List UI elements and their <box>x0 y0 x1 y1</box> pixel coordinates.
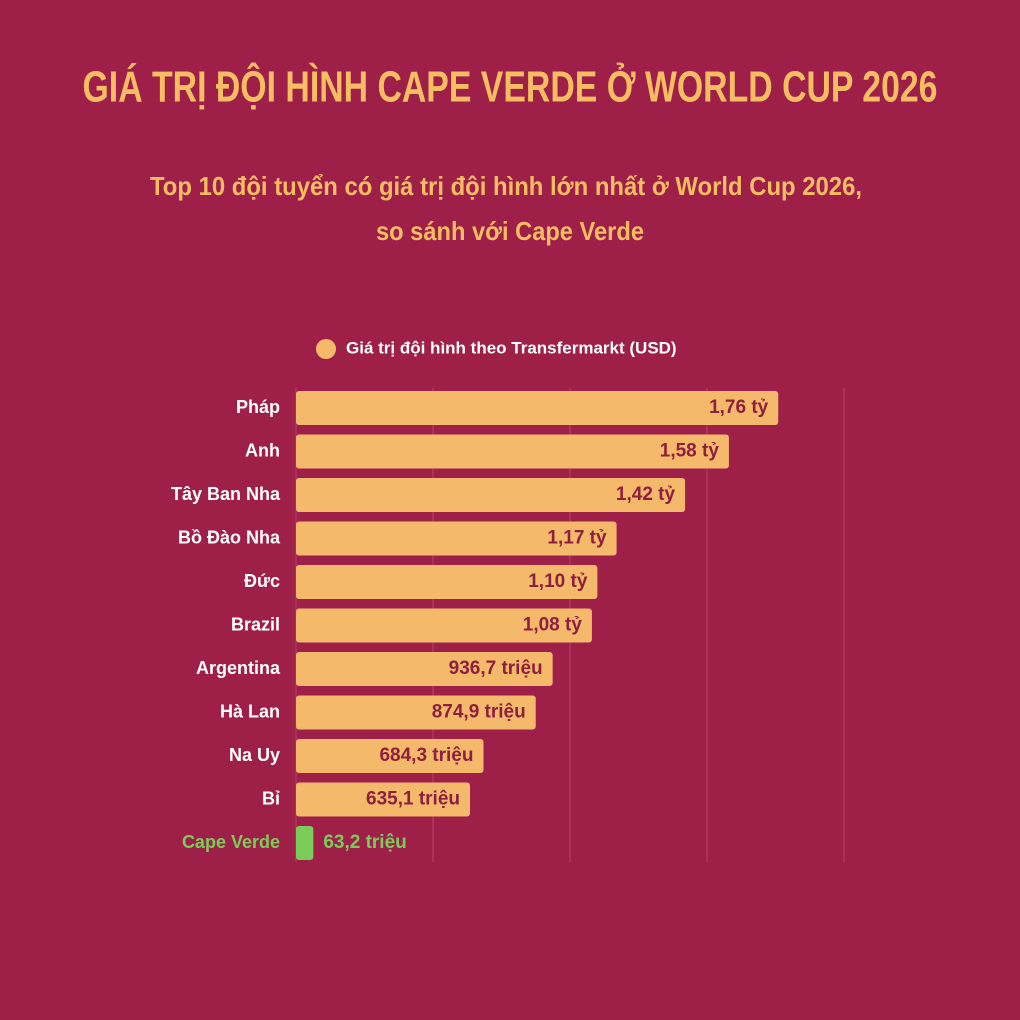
bar <box>296 391 779 425</box>
bar <box>296 608 592 643</box>
y-tick-label: Hà Lan <box>220 701 280 721</box>
value-label: 63,2 triệu <box>323 832 406 853</box>
value-label: 1,42 tỷ <box>616 484 676 505</box>
y-tick-label: Bỉ <box>262 788 280 808</box>
y-tick-label: Đức <box>244 571 280 591</box>
y-tick-label: Cape Verde <box>182 832 280 852</box>
bar <box>296 565 598 599</box>
bar <box>296 434 729 469</box>
value-label: 1,76 tỷ <box>709 397 769 418</box>
y-tick-label: Brazil <box>231 614 280 634</box>
y-tick-label: Na Uy <box>229 745 280 765</box>
chart-title: GIÁ TRỊ ĐỘI HÌNH CAPE VERDE Ở WORLD CUP … <box>83 61 938 112</box>
value-label: 1,58 tỷ <box>660 441 720 462</box>
value-label: 1,08 tỷ <box>523 615 583 636</box>
value-label: 635,1 triệu <box>366 789 460 810</box>
bar <box>296 695 536 730</box>
bar <box>296 478 686 512</box>
bar <box>296 521 617 556</box>
y-tick-label: Argentina <box>196 658 281 678</box>
y-tick-label: Anh <box>245 440 280 460</box>
bar <box>296 782 471 817</box>
y-tick-label: Bồ Đào Nha <box>178 527 281 547</box>
value-label: 874,9 triệu <box>432 702 526 723</box>
chart-subtitle: so sánh với Cape Verde <box>376 216 644 246</box>
value-label: 1,17 tỷ <box>547 528 607 549</box>
chart-subtitle: Top 10 đội tuyển có giá trị đội hình lớn… <box>150 171 862 201</box>
bar <box>296 739 484 773</box>
legend-marker <box>316 339 336 359</box>
legend-label: Giá trị đội hình theo Transfermarkt (USD… <box>346 338 677 357</box>
value-label: 684,3 triệu <box>379 745 473 766</box>
value-label: 936,7 triệu <box>449 658 543 679</box>
bar <box>296 826 314 860</box>
value-label: 1,10 tỷ <box>528 571 588 592</box>
bar <box>296 652 553 686</box>
y-tick-label: Tây Ban Nha <box>171 484 281 504</box>
y-tick-label: Pháp <box>236 397 280 417</box>
